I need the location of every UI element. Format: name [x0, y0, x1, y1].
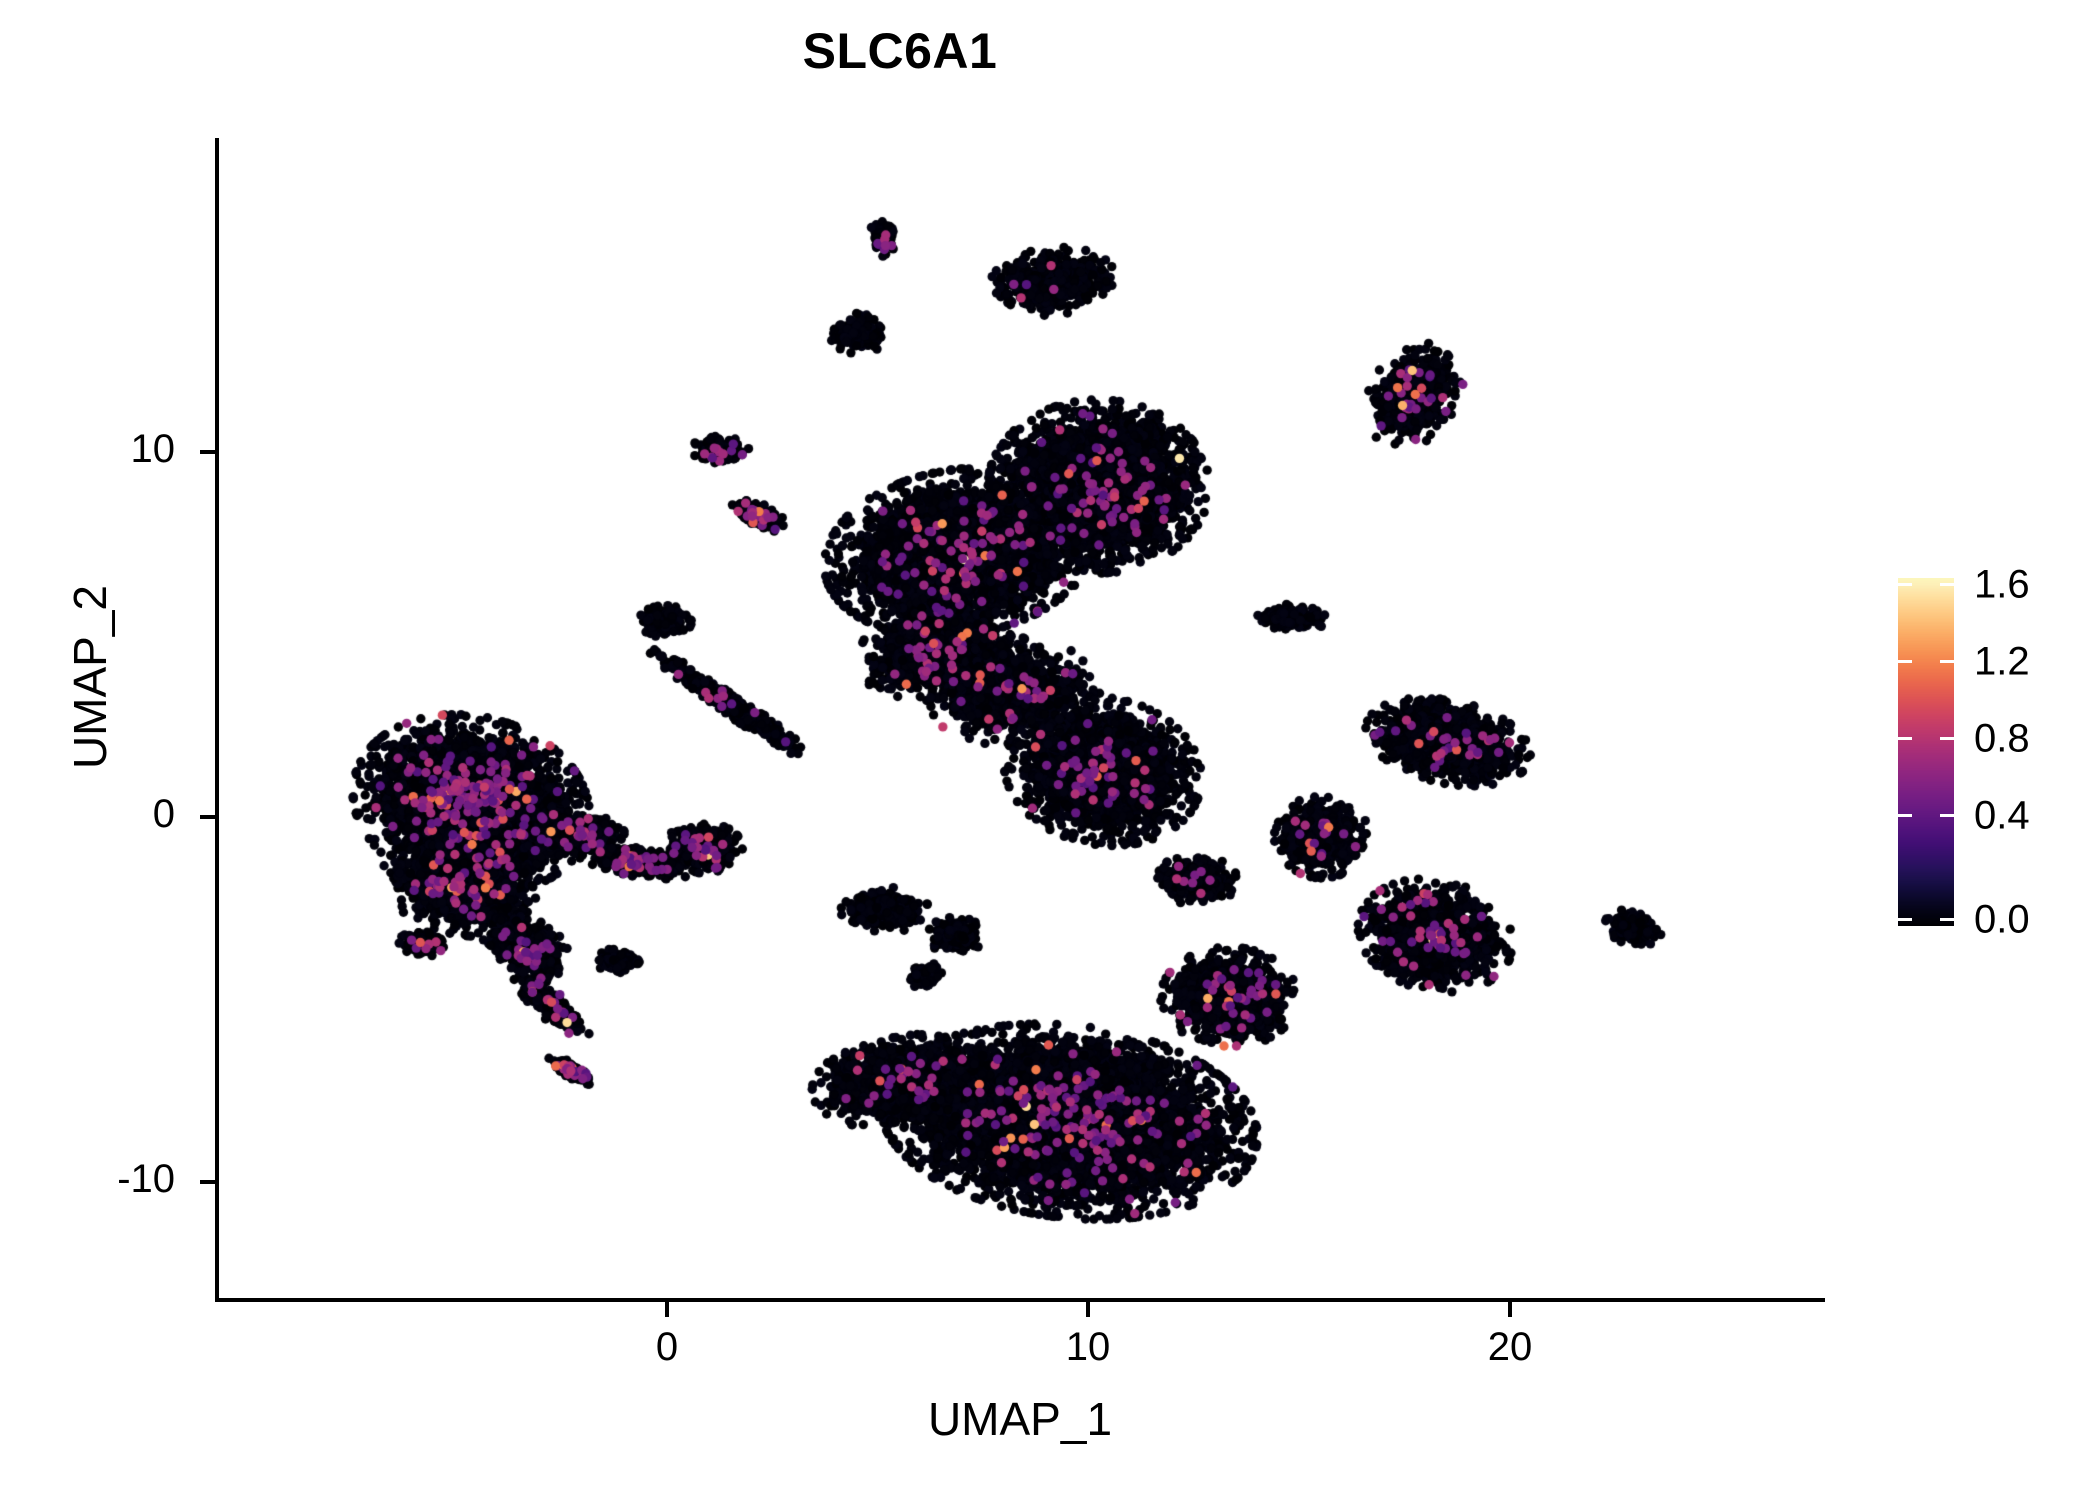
- y-tick-label-0: 0: [152, 792, 175, 836]
- y-tick-mark-10: [200, 450, 215, 454]
- y-axis-line: [215, 138, 219, 1302]
- colorbar-tick-1-2-right: [1940, 660, 1954, 663]
- colorbar-label-0-8: 0.8: [1974, 716, 2030, 761]
- color-legend: 1.6 1.2 0.8 0.4 0.0: [1898, 563, 2078, 942]
- x-tick-label-10: 10: [1065, 1325, 1111, 1369]
- x-tick-mark-10: [1086, 1302, 1090, 1317]
- y-tick-label-10: 10: [130, 427, 176, 471]
- colorbar-tick-0-0-left: [1898, 918, 1912, 921]
- colorbar-tick-1-6-left: [1898, 583, 1912, 586]
- colorbar-tick-1-6-right: [1940, 583, 1954, 586]
- colorbar-label-1-2: 1.2: [1974, 639, 2030, 684]
- x-tick-label-0: 0: [655, 1325, 679, 1369]
- colorbar-tick-1-2-left: [1898, 660, 1912, 663]
- colorbar-tick-0-8-right: [1940, 737, 1954, 740]
- colorbar-label-0-4: 0.4: [1974, 793, 2030, 838]
- x-axis-line: [215, 1298, 1825, 1302]
- x-tick-label-20: 20: [1487, 1325, 1533, 1369]
- colorbar-tick-0-4-left: [1898, 814, 1912, 817]
- colorbar-label-1-6: 1.6: [1974, 562, 2030, 607]
- colorbar-tick-0-4-right: [1940, 814, 1954, 817]
- colorbar-tick-0-0-right: [1940, 918, 1954, 921]
- y-axis-title: UMAP_2: [64, 584, 116, 770]
- colorbar-gradient: [1898, 578, 1954, 926]
- y-tick-mark-0: [200, 815, 215, 819]
- x-tick-mark-0: [665, 1302, 669, 1317]
- x-axis-title: UMAP_1: [927, 1393, 1113, 1445]
- colorbar-label-0-0: 0.0: [1974, 897, 2030, 942]
- y-tick-mark-neg10: [200, 1180, 215, 1184]
- colorbar-tick-0-8-left: [1898, 737, 1912, 740]
- x-tick-mark-20: [1508, 1302, 1512, 1317]
- y-tick-label-neg10: -10: [117, 1157, 175, 1201]
